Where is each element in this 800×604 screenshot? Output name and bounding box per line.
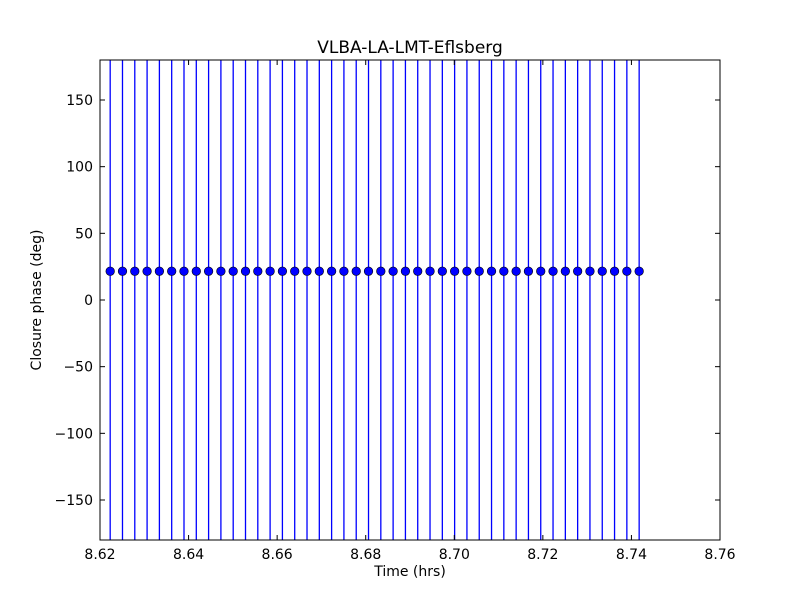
data-point: [474, 266, 484, 276]
data-point: [327, 266, 337, 276]
data-point: [179, 266, 189, 276]
x-tick-label: 8.76: [704, 547, 735, 563]
chart-title: VLBA-LA-LMT-Eflsberg: [317, 38, 503, 58]
data-series: [105, 60, 644, 540]
data-point: [265, 266, 275, 276]
data-point: [351, 266, 361, 276]
data-point: [499, 266, 509, 276]
data-point: [511, 266, 521, 276]
data-point: [400, 266, 411, 276]
data-point: [437, 266, 447, 276]
x-tick-label: 8.62: [84, 547, 115, 563]
data-point: [523, 266, 534, 276]
x-axis-label: Time (hrs): [373, 564, 446, 580]
data-point: [105, 266, 115, 276]
data-point: [216, 266, 226, 276]
y-tick-label: −100: [55, 426, 93, 442]
y-tick-label: 150: [66, 93, 93, 109]
data-point: [376, 266, 386, 276]
x-tick-label: 8.66: [262, 547, 293, 563]
data-point: [585, 266, 595, 276]
data-point: [450, 266, 460, 276]
data-point: [167, 266, 177, 276]
data-point: [253, 266, 263, 276]
y-tick-label: 50: [75, 226, 93, 242]
data-point: [597, 266, 607, 276]
x-tick-label: 8.74: [616, 547, 647, 563]
x-tick-label: 8.64: [173, 547, 204, 563]
data-point: [388, 266, 398, 276]
data-point: [339, 266, 349, 276]
y-tick-label: 0: [84, 293, 93, 309]
x-tick-label: 8.70: [439, 547, 470, 563]
data-point: [573, 266, 583, 276]
data-point: [290, 266, 300, 276]
data-point: [560, 266, 570, 276]
data-point: [142, 266, 152, 276]
data-point: [117, 266, 128, 276]
x-axis: 8.62 8.64 8.66 8.68 8.70 8.72 8.74 8.76: [84, 60, 736, 563]
data-point: [363, 266, 374, 276]
data-point: [191, 266, 201, 276]
data-point: [130, 266, 140, 276]
y-axis-label: Closure phase (deg): [29, 230, 45, 371]
data-point: [203, 266, 214, 276]
data-point: [634, 266, 644, 276]
data-point: [314, 266, 324, 276]
data-point: [536, 266, 546, 276]
data-point: [413, 266, 423, 276]
data-point: [240, 266, 251, 276]
x-tick-label: 8.72: [527, 547, 558, 563]
y-tick-label: 100: [66, 160, 93, 176]
data-point: [462, 266, 472, 276]
data-point: [486, 266, 497, 276]
data-point: [622, 266, 632, 276]
y-axis: −150 −100 −50 0 50 100 150: [55, 93, 720, 509]
data-point: [228, 266, 238, 276]
data-point: [548, 266, 558, 276]
y-tick-label: −150: [55, 493, 93, 509]
data-point: [154, 266, 164, 276]
x-tick-label: 8.68: [350, 547, 381, 563]
data-point: [277, 266, 288, 276]
data-point: [609, 266, 620, 276]
y-tick-label: −50: [63, 360, 93, 376]
data-point: [302, 266, 312, 276]
data-point: [425, 266, 435, 276]
